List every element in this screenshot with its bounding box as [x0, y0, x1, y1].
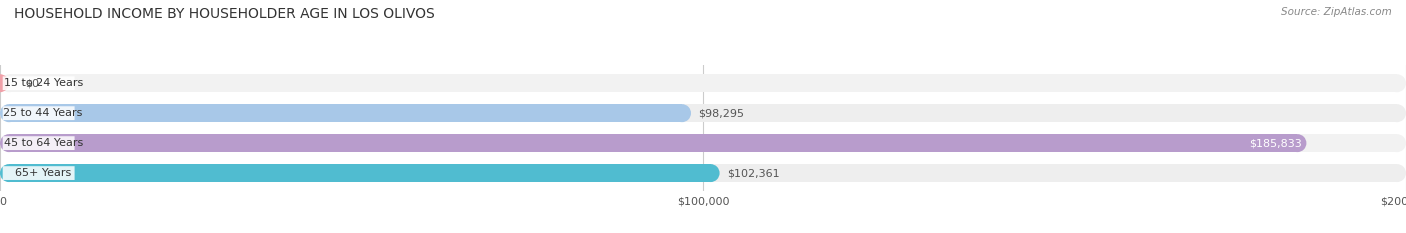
Text: $102,361: $102,361: [727, 168, 779, 178]
Text: Source: ZipAtlas.com: Source: ZipAtlas.com: [1281, 7, 1392, 17]
Text: $98,295: $98,295: [699, 108, 744, 118]
Bar: [8, 104, 682, 122]
Ellipse shape: [1388, 134, 1406, 152]
Bar: [8, 164, 710, 182]
FancyBboxPatch shape: [3, 76, 75, 90]
Ellipse shape: [673, 104, 690, 122]
Ellipse shape: [0, 74, 18, 92]
Ellipse shape: [0, 134, 18, 152]
FancyBboxPatch shape: [3, 136, 75, 150]
Text: 15 to 24 Years: 15 to 24 Years: [3, 78, 83, 88]
Ellipse shape: [0, 134, 18, 152]
Text: $0: $0: [25, 78, 39, 88]
Ellipse shape: [1388, 164, 1406, 182]
Bar: [8, 104, 1398, 122]
Bar: [8, 134, 1398, 152]
Ellipse shape: [0, 104, 18, 122]
Ellipse shape: [0, 164, 18, 182]
Text: 65+ Years: 65+ Years: [15, 168, 72, 178]
Bar: [8, 164, 1398, 182]
Text: HOUSEHOLD INCOME BY HOUSEHOLDER AGE IN LOS OLIVOS: HOUSEHOLD INCOME BY HOUSEHOLDER AGE IN L…: [14, 7, 434, 21]
Ellipse shape: [0, 104, 18, 122]
Text: $185,833: $185,833: [1249, 138, 1302, 148]
Ellipse shape: [702, 164, 720, 182]
Ellipse shape: [1288, 134, 1306, 152]
Text: 45 to 64 Years: 45 to 64 Years: [3, 138, 83, 148]
Ellipse shape: [1388, 104, 1406, 122]
Bar: [8, 74, 1398, 92]
FancyBboxPatch shape: [3, 166, 75, 180]
Text: 25 to 44 Years: 25 to 44 Years: [3, 108, 83, 118]
Ellipse shape: [0, 164, 18, 182]
FancyBboxPatch shape: [3, 106, 75, 120]
Ellipse shape: [0, 74, 8, 92]
Bar: [8, 134, 1298, 152]
Ellipse shape: [1388, 74, 1406, 92]
